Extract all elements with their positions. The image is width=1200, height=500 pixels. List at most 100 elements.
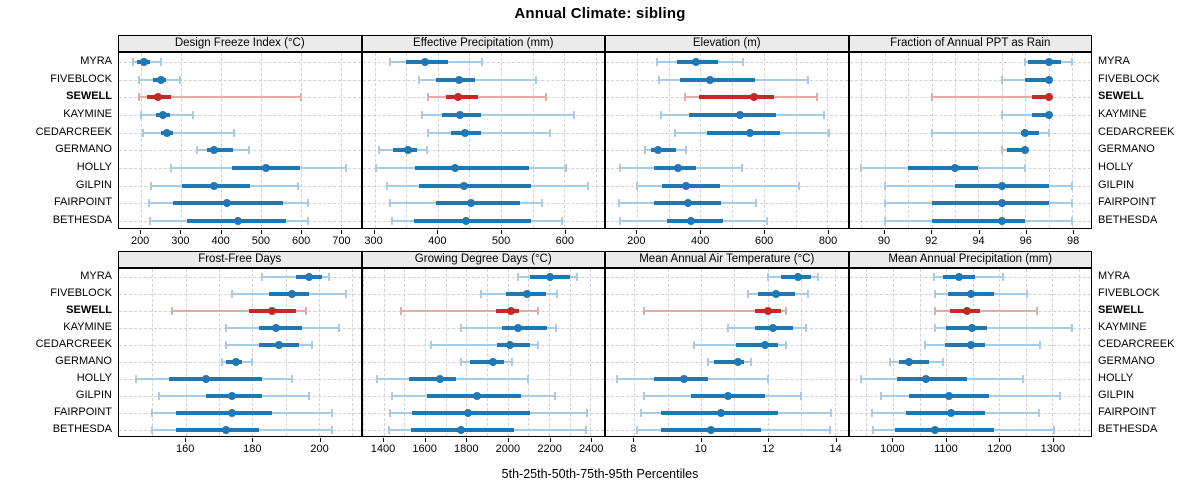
site-label-cedarcreek: CEDARCREEK (1098, 125, 1175, 138)
whisker-end-cap (131, 57, 134, 66)
whisker-end-cap (510, 357, 513, 366)
whisker-end-cap (1071, 57, 1074, 66)
whisker-end-cap (297, 181, 300, 190)
panel-plot-growing-degree-days-c (361, 268, 605, 437)
median-dot-bethesda (686, 217, 695, 226)
x-tick-label: 500 (251, 235, 271, 247)
site-label-cedarcreek: CEDARCREEK (35, 338, 112, 351)
bar-25th-75th (706, 130, 780, 135)
bar-25th-75th (436, 201, 520, 206)
whisker-end-cap (251, 357, 254, 366)
row-guide-line (119, 132, 361, 134)
whisker-end-cap (933, 273, 936, 282)
x-gridline (300, 53, 302, 228)
bar-25th-75th (899, 359, 930, 364)
median-dot-gilpin (723, 391, 732, 400)
bar-25th-75th (175, 410, 273, 415)
bar-25th-75th (1027, 59, 1061, 64)
median-dot-bethesda (457, 425, 466, 434)
median-dot-myra (793, 273, 802, 282)
figure-caption: 5th-25th-50th-75th-95th Percentiles (501, 467, 699, 481)
bar-25th-75th (1006, 148, 1026, 153)
x-axis-design-freeze-index-c: 200 300 400 500 600 700 (118, 230, 362, 248)
x-tick-mark (301, 230, 303, 234)
x-tick-label: 200 (130, 235, 150, 247)
x-tick-label: 1100 (934, 443, 958, 455)
x-gridline (383, 269, 385, 436)
bar-25th-75th (666, 219, 724, 224)
panel-plot-effective-precipitation-mm (361, 52, 605, 229)
whisker-end-cap (565, 164, 568, 173)
whisker-end-cap (805, 324, 808, 333)
bar-25th-75th (501, 326, 547, 331)
bar-25th-75th (497, 343, 531, 348)
whisker-end-cap (331, 425, 334, 434)
site-label-germano: GERMANO (55, 143, 112, 156)
whisker-end-cap (685, 146, 688, 155)
whisker-end-cap (1000, 75, 1003, 84)
row-guide-line (849, 79, 1091, 81)
whisker-end-cap (933, 324, 936, 333)
whisker-end-cap (1037, 408, 1040, 417)
median-dot-sewell (750, 93, 759, 102)
panel-strip-fraction-of-annual-ppt-as-rain: Fraction of Annual PPT as Rain (848, 35, 1092, 52)
whisker-end-cap (386, 181, 389, 190)
x-gridline (893, 269, 895, 436)
median-dot-bethesda (707, 425, 716, 434)
whisker-end-cap (693, 341, 696, 350)
x-gridline (437, 53, 439, 228)
whisker-end-cap (307, 217, 310, 226)
median-dot-cedarcreek (966, 341, 975, 350)
site-label-gilpin: GILPIN (1098, 388, 1135, 401)
whisker-end-cap (1070, 324, 1073, 333)
row-guide-line (606, 150, 848, 152)
row-guide-line (849, 150, 1091, 152)
x-tick-mark (999, 438, 1001, 442)
median-dot-bethesda (997, 217, 1006, 226)
median-dot-germano (404, 146, 413, 155)
x-gridline (1052, 269, 1054, 436)
whisker-end-cap (830, 408, 833, 417)
whisker-end-cap (1071, 181, 1074, 190)
row-guide-line (849, 61, 1091, 63)
x-gridline (185, 269, 187, 436)
whisker-end-cap (400, 307, 403, 316)
whisker-end-cap (261, 273, 264, 282)
whisker-end-cap (555, 324, 558, 333)
x-gridline (445, 269, 447, 436)
median-dot-gilpin (681, 181, 690, 190)
x-tick-label: 800 (818, 235, 838, 247)
bar-25th-75th (895, 427, 994, 432)
median-dot-cedarcreek (163, 128, 172, 137)
median-dot-kaymine (967, 324, 976, 333)
whisker-end-cap (307, 199, 310, 208)
whisker-end-cap (151, 425, 154, 434)
whisker-end-cap (460, 357, 463, 366)
bar-25th-75th (698, 95, 775, 100)
x-gridline (532, 53, 534, 228)
whisker-end-cap (817, 273, 820, 282)
x-gridline (507, 269, 509, 436)
whisker-end-cap (656, 57, 659, 66)
median-dot-fairpoint (222, 199, 231, 208)
row-guide-line (606, 294, 848, 296)
x-gridline (590, 269, 592, 436)
median-dot-holly (951, 164, 959, 173)
site-label-fairpoint: FAIRPOINT (1098, 196, 1157, 209)
x-tick-label: 10 (694, 443, 707, 455)
whisker-end-cap (344, 290, 347, 299)
whisker-end-cap (387, 425, 390, 434)
whisker-end-cap (807, 75, 810, 84)
whisker-end-cap (785, 307, 788, 316)
x-axis-growing-degree-days-c: 1400 1600 1800 2000 2200 2400 (362, 438, 606, 456)
whisker-end-cap (797, 181, 800, 190)
median-dot-fiveblock (966, 290, 975, 299)
bar-25th-75th (206, 148, 233, 153)
x-tick-label: 400 (691, 235, 710, 247)
x-gridline (763, 53, 765, 228)
bar-25th-75th (1032, 112, 1049, 117)
x-gridline (285, 269, 287, 436)
whisker-end-cap (221, 357, 224, 366)
whisker-end-cap (800, 391, 803, 400)
x-gridline (734, 269, 736, 436)
